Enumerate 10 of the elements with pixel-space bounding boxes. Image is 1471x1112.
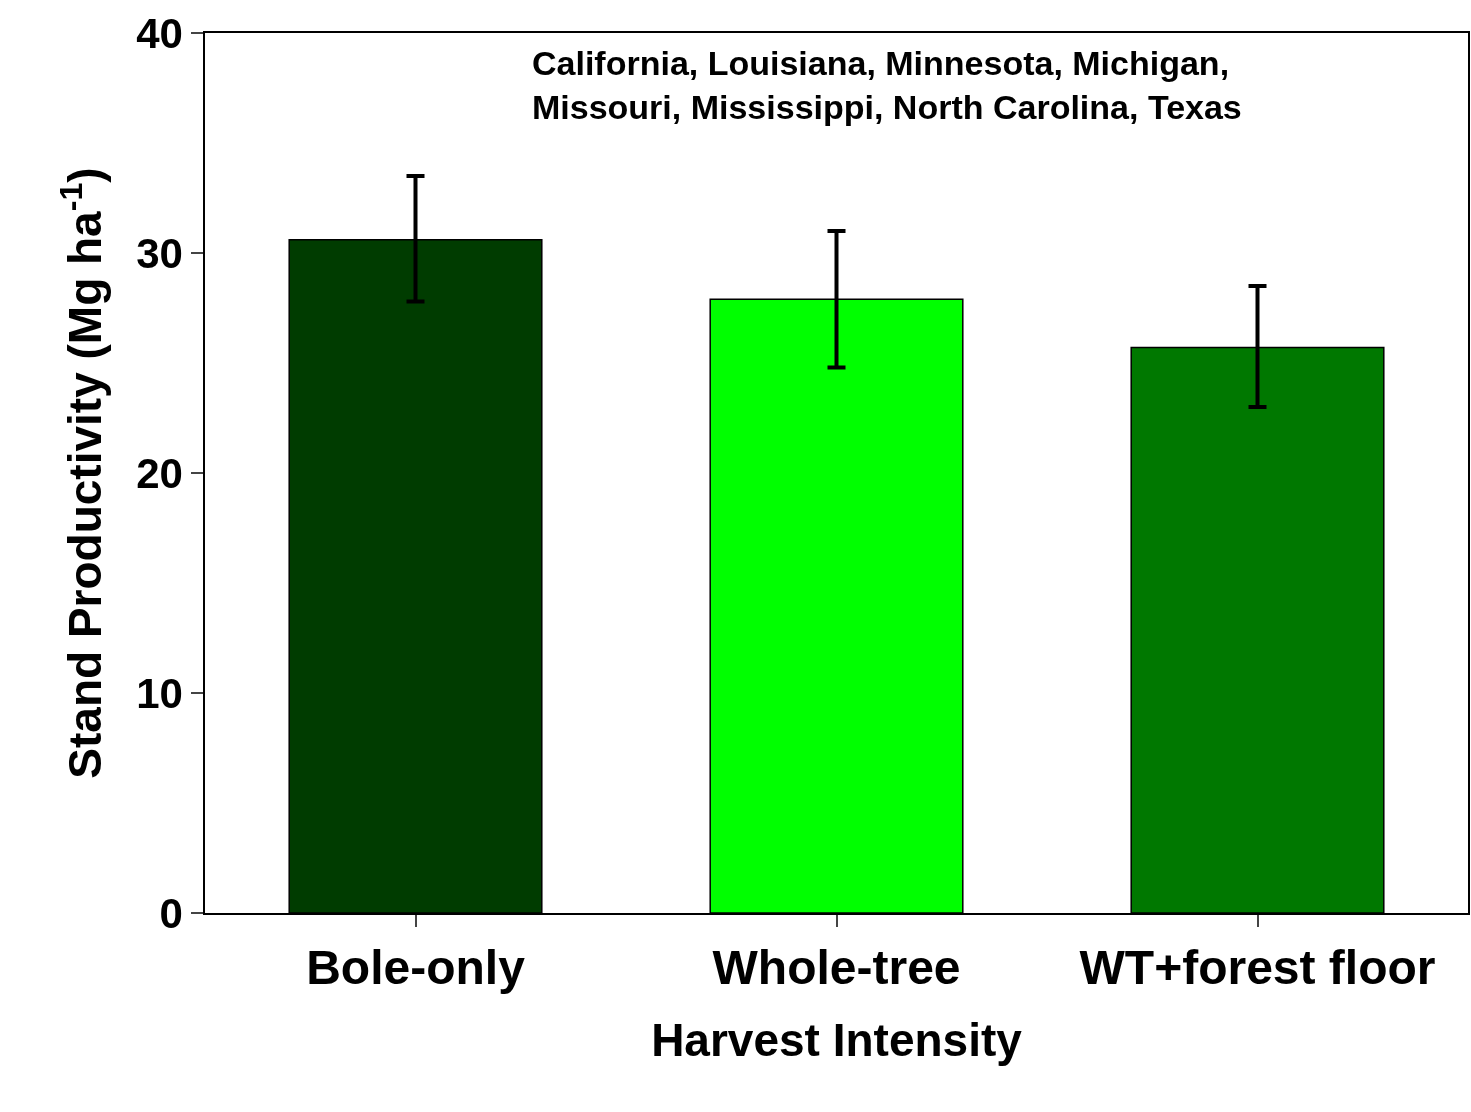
x-tick-label: Whole-tree xyxy=(712,941,961,995)
y-tick-label: 40 xyxy=(136,9,183,57)
x-tick-label: WT+forest floor xyxy=(1079,941,1436,995)
y-tick-label: 30 xyxy=(136,229,183,277)
x-axis-title: Harvest Intensity xyxy=(651,1013,1023,1066)
annotation: California, Louisiana, Minnesota, Michigan, Missouri, Mississippi, North Carolina, Texas xyxy=(532,44,1242,127)
y-tick-label: 0 xyxy=(159,889,183,937)
y-tick-label: 20 xyxy=(136,449,183,497)
y-tick-label: 10 xyxy=(136,669,183,717)
x-tick-label: Bole-only xyxy=(306,941,526,995)
